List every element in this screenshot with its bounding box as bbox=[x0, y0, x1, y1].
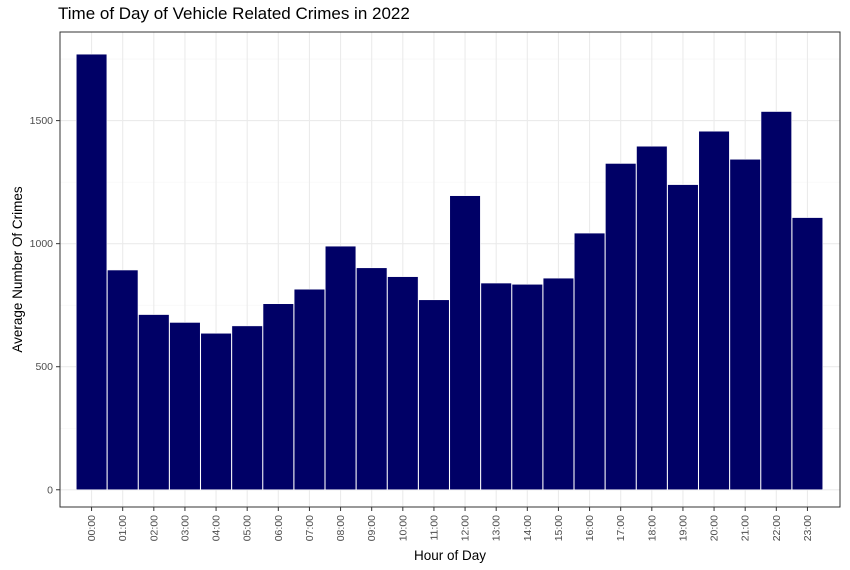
x-tick-label: 07:00 bbox=[304, 515, 316, 541]
bar-1000 bbox=[387, 276, 419, 491]
bar-2300 bbox=[791, 217, 824, 491]
x-axis-title: Hour of Day bbox=[414, 548, 486, 563]
y-tick-label: 1500 bbox=[30, 115, 54, 127]
bar-1500 bbox=[542, 277, 575, 491]
bar-0900 bbox=[356, 267, 388, 491]
x-tick-label: 01:00 bbox=[117, 515, 129, 541]
bar-1700 bbox=[605, 163, 637, 491]
bar-2200 bbox=[760, 111, 792, 491]
x-tick-label: 10:00 bbox=[397, 515, 409, 541]
y-tick-label: 0 bbox=[47, 484, 53, 496]
chart-title: Time of Day of Vehicle Related Crimes in… bbox=[58, 4, 410, 23]
bar-0000 bbox=[75, 53, 108, 491]
bar-0600 bbox=[262, 303, 294, 491]
bar-0100 bbox=[107, 269, 139, 491]
x-tick-label: 22:00 bbox=[771, 515, 783, 541]
x-tick-label: 17:00 bbox=[615, 515, 627, 541]
bar-1200 bbox=[449, 195, 481, 491]
bar-1300 bbox=[480, 282, 512, 491]
bar-0200 bbox=[138, 314, 170, 491]
bar-0400 bbox=[200, 332, 232, 491]
x-tick-label: 04:00 bbox=[211, 515, 223, 541]
panel-border bbox=[59, 31, 841, 508]
x-tick-label: 13:00 bbox=[491, 515, 503, 541]
bar-1600 bbox=[573, 232, 606, 491]
bar-0800 bbox=[324, 245, 357, 491]
x-tick-label: 20:00 bbox=[709, 515, 721, 541]
x-tick-label: 15:00 bbox=[553, 515, 565, 541]
bar-2000 bbox=[698, 130, 730, 491]
bar-1100 bbox=[418, 299, 450, 491]
x-tick-label: 06:00 bbox=[273, 515, 285, 541]
x-tick-label: 02:00 bbox=[148, 515, 160, 541]
y-axis: 0 500 1000 1500 bbox=[30, 115, 60, 496]
bar-1400 bbox=[511, 283, 543, 491]
x-tick-label: 09:00 bbox=[366, 515, 378, 541]
y-axis-title: Average Number Of Crimes bbox=[10, 186, 25, 353]
y-tick-label: 1000 bbox=[30, 238, 54, 250]
x-tick-label: 11:00 bbox=[428, 515, 440, 541]
bar-1800 bbox=[636, 145, 668, 491]
x-axis: 00:00 01:00 02:00 03:00 04:00 05:00 06:00 07:00… bbox=[86, 507, 814, 541]
x-tick-label: 23:00 bbox=[802, 515, 814, 541]
x-tick-label: 00:00 bbox=[86, 515, 98, 541]
bar-0500 bbox=[231, 325, 263, 491]
x-tick-label: 21:00 bbox=[740, 515, 752, 541]
y-tick-label: 500 bbox=[35, 361, 53, 373]
x-tick-label: 18:00 bbox=[646, 515, 658, 541]
x-tick-label: 14:00 bbox=[522, 515, 534, 541]
x-tick-label: 16:00 bbox=[584, 515, 596, 541]
x-tick-label: 19:00 bbox=[677, 515, 689, 541]
x-tick-label: 03:00 bbox=[179, 515, 191, 541]
bar-0700 bbox=[293, 288, 326, 491]
x-tick-label: 05:00 bbox=[242, 515, 254, 541]
bar-1900 bbox=[667, 184, 699, 491]
x-tick-label: 08:00 bbox=[335, 515, 347, 541]
bars bbox=[75, 53, 824, 491]
bar-0300 bbox=[169, 322, 201, 491]
bar-2100 bbox=[729, 158, 761, 491]
x-tick-label: 12:00 bbox=[460, 515, 472, 541]
